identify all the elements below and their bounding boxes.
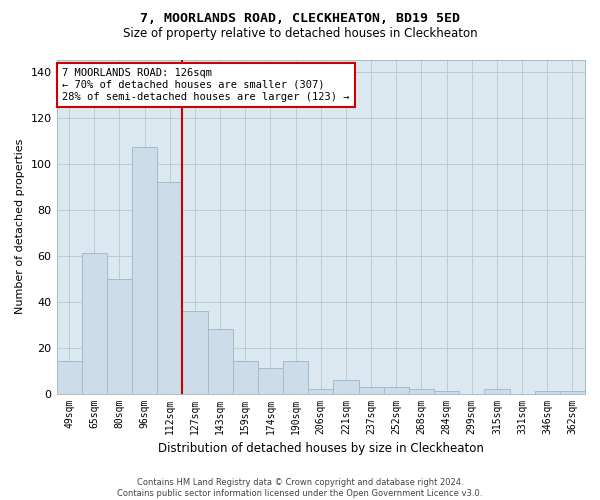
- X-axis label: Distribution of detached houses by size in Cleckheaton: Distribution of detached houses by size …: [158, 442, 484, 455]
- Bar: [82, 253, 107, 394]
- Bar: [283, 362, 308, 394]
- Y-axis label: Number of detached properties: Number of detached properties: [15, 139, 25, 314]
- Bar: [359, 386, 383, 394]
- Bar: [409, 389, 434, 394]
- Bar: [157, 182, 182, 394]
- Bar: [132, 148, 157, 394]
- Bar: [308, 389, 334, 394]
- Text: Size of property relative to detached houses in Cleckheaton: Size of property relative to detached ho…: [122, 28, 478, 40]
- Bar: [258, 368, 283, 394]
- Bar: [434, 392, 459, 394]
- Bar: [182, 310, 208, 394]
- Bar: [383, 386, 409, 394]
- Text: Contains HM Land Registry data © Crown copyright and database right 2024.
Contai: Contains HM Land Registry data © Crown c…: [118, 478, 482, 498]
- Bar: [334, 380, 359, 394]
- Bar: [484, 389, 509, 394]
- Bar: [535, 392, 560, 394]
- Bar: [107, 278, 132, 394]
- Text: 7 MOORLANDS ROAD: 126sqm
← 70% of detached houses are smaller (307)
28% of semi-: 7 MOORLANDS ROAD: 126sqm ← 70% of detach…: [62, 68, 349, 102]
- Text: 7, MOORLANDS ROAD, CLECKHEATON, BD19 5ED: 7, MOORLANDS ROAD, CLECKHEATON, BD19 5ED: [140, 12, 460, 26]
- Bar: [560, 392, 585, 394]
- Bar: [208, 329, 233, 394]
- Bar: [56, 362, 82, 394]
- Bar: [233, 362, 258, 394]
